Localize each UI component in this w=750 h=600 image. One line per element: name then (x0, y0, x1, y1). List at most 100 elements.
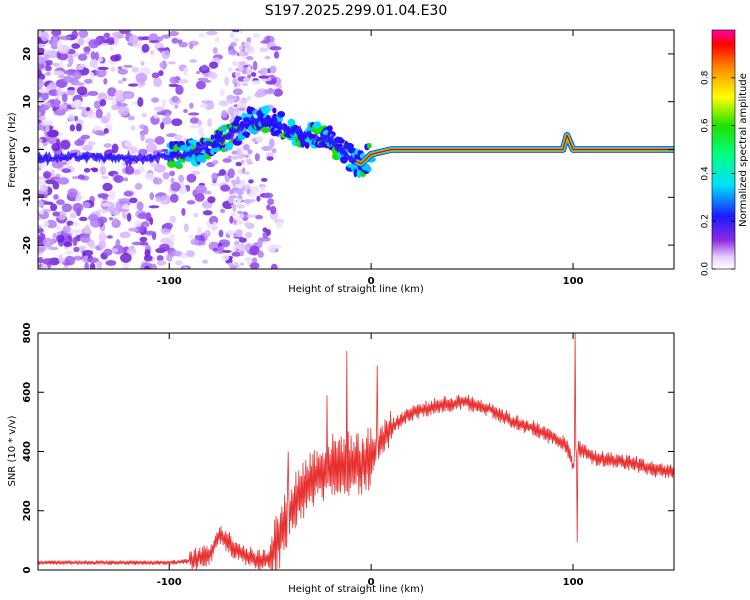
spectrogram-signal-blob (366, 142, 372, 149)
spectrogram-noise-blob (237, 204, 246, 209)
spectrogram-noise-blob (114, 89, 126, 100)
spectrogram-noise-blob (127, 115, 135, 121)
spectrogram-noise-blob (38, 43, 47, 48)
spectrogram-noise-blob (159, 61, 168, 69)
spectrogram-noise-blob (52, 211, 60, 217)
spectrogram-noise-blob (50, 176, 60, 180)
spectrogram-noise-blob (202, 79, 212, 83)
spectrogram-noise-blob (84, 262, 89, 269)
spectrogram-noise-blob (266, 204, 271, 211)
spectrogram-noise-blob (247, 258, 252, 266)
spectrogram-noise-blob (126, 247, 137, 256)
spectrogram-noise-blob (229, 189, 235, 195)
spectrogram-signal-blob (237, 134, 246, 141)
spectrogram-noise-blob (51, 160, 64, 169)
snr-ytick-label: 200 (22, 500, 33, 521)
colorbar-tick-label: 0.6 (701, 118, 711, 133)
spectrogram-noise-blob (221, 254, 230, 261)
spectrogram-noise-blob (38, 163, 48, 168)
spectrogram-x-label: Height of straight line (km) (288, 284, 424, 295)
spectrogram-noise-blob (78, 245, 87, 250)
spectrogram-noise-blob (245, 158, 252, 163)
spectrogram-noise-blob (209, 61, 219, 69)
spectrogram-noise-blob (44, 72, 51, 76)
spectrogram-noise-blob (69, 124, 76, 132)
spectrogram-noise-blob (236, 197, 241, 204)
spectrogram-noise-blob (238, 50, 244, 57)
spectrogram-noise-blob (241, 96, 246, 103)
spectrogram-noise-blob (109, 189, 116, 200)
spectrogram-noise-blob (207, 196, 216, 204)
spectrogram-noise-blob (137, 212, 148, 220)
spectrogram-noise-blob (103, 32, 111, 39)
spectrogram-noise-blob (139, 81, 146, 86)
spectrogram-noise-blob (258, 75, 270, 79)
spectrogram-noise-blob (161, 117, 172, 125)
spectrogram-noise-blob (189, 124, 201, 129)
spectrogram-noise-blob (270, 205, 277, 215)
spectrogram-noise-blob (82, 201, 91, 209)
colorbar: 0.0 0.2 0.4 0.6 0.8 Normalized spectral ampl… (701, 29, 749, 276)
spectrogram-noise-blob (80, 134, 91, 140)
spectrogram-noise-blob (251, 80, 261, 85)
spectrogram-noise-blob (45, 124, 50, 133)
spectrogram-noise-blob (83, 168, 91, 173)
spectrogram-noise-blob (56, 234, 65, 243)
spectrogram-noise-blob (134, 220, 142, 228)
spectrogram-y-label: Frequency (Hz) (7, 112, 18, 188)
spectrogram-signal-band (354, 134, 674, 165)
spectrogram-noise-blob (153, 106, 165, 112)
spectrogram-signal-blob (261, 126, 270, 134)
spectrogram-noise-blob (77, 37, 85, 46)
spectrogram-noise-blob (141, 43, 150, 53)
spectrogram-noise-blob (42, 220, 49, 228)
spectrogram-noise-blob (138, 166, 145, 173)
spectrogram-noise-blob (128, 227, 139, 232)
spectrogram-noise-blob (199, 103, 208, 109)
spectrogram-noise-blob (228, 49, 238, 56)
spectrogram-noise-blob (61, 168, 72, 174)
spectrogram-noise-blob (230, 42, 237, 47)
spectrogram-noise-blob (91, 168, 99, 173)
spectrogram-noise-blob (52, 232, 58, 239)
spectrogram-noise-blob (136, 201, 144, 211)
spectrogram-noise-blob (169, 233, 175, 242)
spectrogram-noise-blob (139, 236, 148, 243)
spectrogram-noise-blob (238, 30, 243, 34)
spectrogram-noise-layer (38, 30, 284, 269)
spectrogram-noise-blob (166, 253, 173, 262)
spectrogram-noise-blob (234, 240, 240, 245)
spectrogram-noise-blob (207, 117, 213, 128)
spectrogram-noise-blob (143, 125, 149, 135)
spectrogram-noise-blob (227, 66, 233, 72)
spectrogram-noise-blob (126, 212, 132, 222)
spectrogram-x-ticks: -100 0 100 (157, 30, 584, 287)
spectrogram-noise-blob (52, 36, 58, 46)
spectrogram-noise-blob (110, 66, 116, 72)
spectrogram-noise-blob (246, 188, 251, 195)
spectrogram-noise-blob (89, 262, 96, 269)
spectrogram-noise-blob (57, 177, 70, 185)
spectrogram-noise-blob (111, 104, 120, 111)
spectrogram-xtick-label: 0 (368, 276, 375, 287)
spectrogram-noise-blob (99, 99, 107, 107)
spectrogram-noise-blob (189, 43, 194, 50)
spectrogram-noise-blob (155, 196, 162, 202)
spectrogram-noise-blob (210, 181, 219, 187)
spectrogram-noise-blob (260, 185, 266, 193)
spectrogram-signal-blob (313, 121, 322, 130)
spectrogram-noise-blob (90, 51, 96, 60)
spectrogram-noise-blob (248, 179, 254, 184)
spectrogram-noise-blob (89, 59, 98, 68)
spectrogram-noise-blob (84, 224, 91, 235)
spectrogram-noise-blob (246, 37, 252, 44)
spectrogram-noise-blob (239, 250, 244, 257)
spectrogram-noise-blob (123, 92, 133, 99)
spectrogram-noise-blob (87, 141, 96, 146)
spectrogram-noise-blob (238, 61, 242, 68)
spectrogram-noise-blob (169, 170, 176, 177)
spectrogram-noise-blob (120, 252, 132, 263)
spectrogram-xtick-label: -100 (157, 276, 182, 287)
spectrogram-noise-blob (52, 62, 60, 67)
